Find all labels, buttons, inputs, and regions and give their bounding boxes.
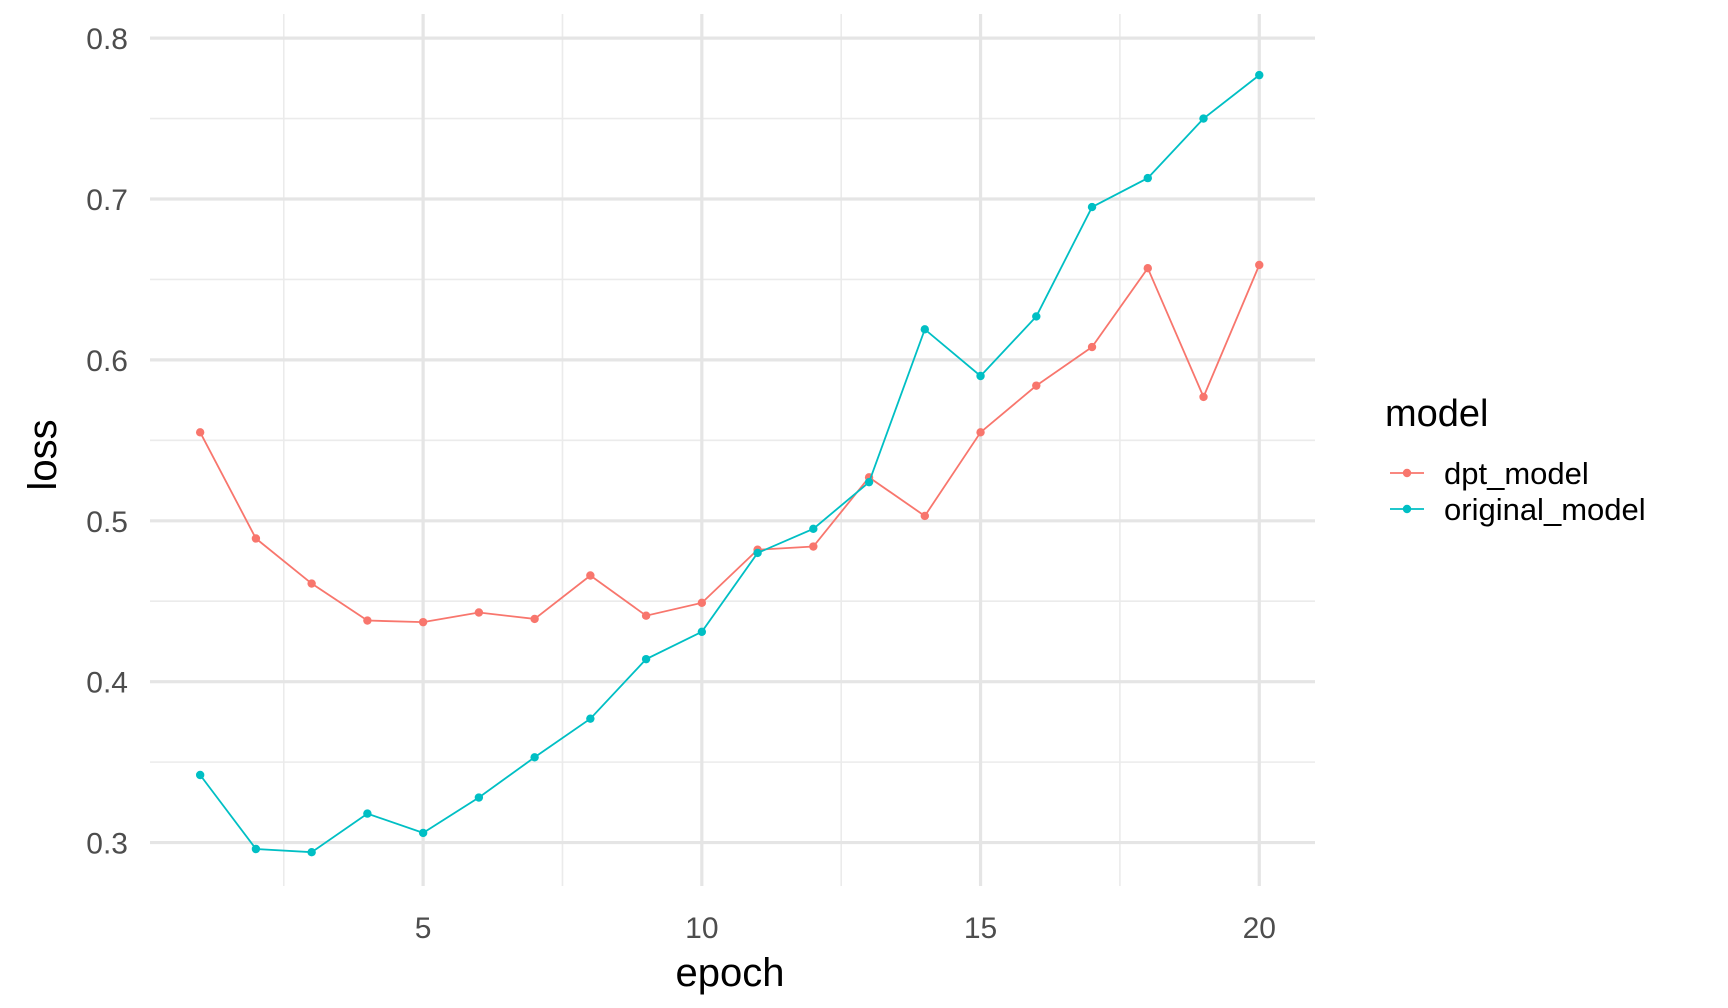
data-point [418,617,428,627]
y-tick-label: 0.4 [86,667,128,700]
data-point [697,598,707,608]
y-axis-title: loss [21,419,65,490]
data-point [697,627,707,637]
data-point [809,524,818,534]
data-point [641,654,651,664]
data-point [251,844,261,854]
x-axis-title: epoch [676,951,785,995]
data-point [809,542,818,551]
legend-key-point [1402,468,1412,478]
data-point [1143,173,1152,183]
data-point [864,477,874,487]
x-tick-labels: 5 10 15 20 [415,912,1276,945]
data-point [1087,202,1097,212]
series-original_model [195,70,1264,857]
legend-item: dpt_model [1390,456,1589,491]
minor-gridlines [150,14,1315,886]
data-point [976,428,985,437]
series-dpt_model [195,260,1264,627]
x-tick-label: 20 [1243,912,1276,945]
x-tick-label: 10 [685,912,718,945]
legend-key-point [1402,504,1412,514]
y-tick-label: 0.8 [86,23,128,56]
series-line [199,264,1261,624]
data-point [586,714,595,723]
data-point [1087,342,1097,352]
y-tick-label: 0.7 [86,184,128,217]
y-tick-label: 0.5 [86,506,128,539]
major-gridlines [150,14,1315,886]
x-tick-label: 15 [964,912,997,945]
data-point [920,325,930,334]
y-tick-labels: 0.3 0.4 0.5 0.6 0.7 0.8 [86,23,128,860]
legend-title: model [1385,393,1489,435]
data-point [530,614,539,624]
data-point [1032,312,1041,321]
y-tick-label: 0.6 [86,345,128,378]
data-point [363,616,372,625]
data-point [920,511,930,521]
data-point [1143,263,1152,273]
data-point [307,848,316,857]
data-point [976,371,985,381]
data-point [474,793,484,802]
data-point [195,428,205,437]
data-point [753,548,762,558]
data-point [307,579,316,588]
data-point [474,608,484,617]
data-point [1255,70,1264,80]
data-point [586,571,595,580]
data-point [195,770,205,780]
legend-label: dpt_model [1444,456,1589,491]
data-point [530,753,539,762]
data-point [251,534,261,543]
legend-item: original_model [1390,492,1646,527]
data-point [363,809,372,818]
legend-label: original_model [1444,492,1646,527]
x-tick-label: 5 [415,912,432,945]
y-tick-label: 0.3 [86,828,128,861]
data-point [641,611,651,620]
data-point [418,828,428,838]
data-point [1199,392,1208,402]
data-point [1199,114,1208,123]
data-point [1032,381,1041,390]
series-layer [195,70,1264,857]
data-point [1255,260,1264,270]
series-line [199,74,1260,854]
